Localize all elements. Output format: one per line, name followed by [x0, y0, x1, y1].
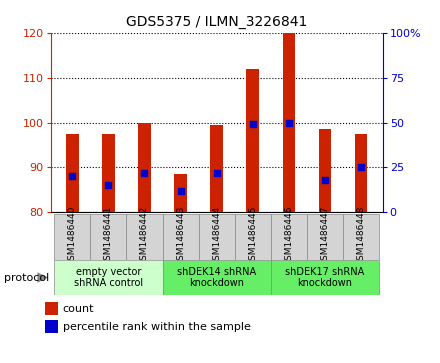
Bar [126, 214, 162, 260]
Text: GSM1486448: GSM1486448 [357, 206, 366, 266]
Bar [54, 214, 90, 260]
Bar [45, 302, 58, 315]
Bar [138, 122, 151, 212]
Text: GSM1486446: GSM1486446 [284, 206, 293, 266]
Text: GSM1486447: GSM1486447 [320, 206, 330, 266]
Bar [66, 134, 79, 212]
Polygon shape [37, 272, 48, 283]
Point [177, 188, 184, 194]
Text: GSM1486444: GSM1486444 [212, 206, 221, 266]
Bar [210, 125, 223, 212]
Bar [102, 134, 115, 212]
Bar [174, 174, 187, 212]
Point [69, 174, 76, 179]
Bar [343, 214, 379, 260]
Bar [54, 260, 162, 295]
Text: empty vector
shRNA control: empty vector shRNA control [74, 267, 143, 288]
Point [141, 170, 148, 176]
Point [213, 170, 220, 176]
Text: GSM1486440: GSM1486440 [68, 206, 77, 266]
Point [322, 177, 329, 183]
Text: percentile rank within the sample: percentile rank within the sample [63, 322, 251, 332]
Bar [307, 214, 343, 260]
Bar [271, 260, 379, 295]
Text: shDEK17 shRNA
knockdown: shDEK17 shRNA knockdown [286, 267, 365, 288]
Text: count: count [63, 303, 94, 314]
Point [358, 164, 365, 170]
Bar [162, 214, 198, 260]
Bar [246, 69, 259, 212]
Bar [45, 320, 58, 333]
Bar [282, 33, 295, 212]
Bar [90, 214, 126, 260]
Text: protocol: protocol [4, 273, 50, 282]
Point [249, 121, 257, 127]
Text: GSM1486445: GSM1486445 [248, 206, 257, 266]
Title: GDS5375 / ILMN_3226841: GDS5375 / ILMN_3226841 [126, 15, 308, 29]
Bar [162, 260, 271, 295]
Bar [235, 214, 271, 260]
Text: GSM1486442: GSM1486442 [140, 206, 149, 266]
Bar [198, 214, 235, 260]
Point [105, 183, 112, 188]
Point [286, 119, 293, 125]
Bar [355, 134, 367, 212]
Bar [271, 214, 307, 260]
Text: GSM1486441: GSM1486441 [104, 206, 113, 266]
Bar [319, 129, 331, 212]
Text: GSM1486443: GSM1486443 [176, 206, 185, 266]
Text: shDEK14 shRNA
knockdown: shDEK14 shRNA knockdown [177, 267, 256, 288]
